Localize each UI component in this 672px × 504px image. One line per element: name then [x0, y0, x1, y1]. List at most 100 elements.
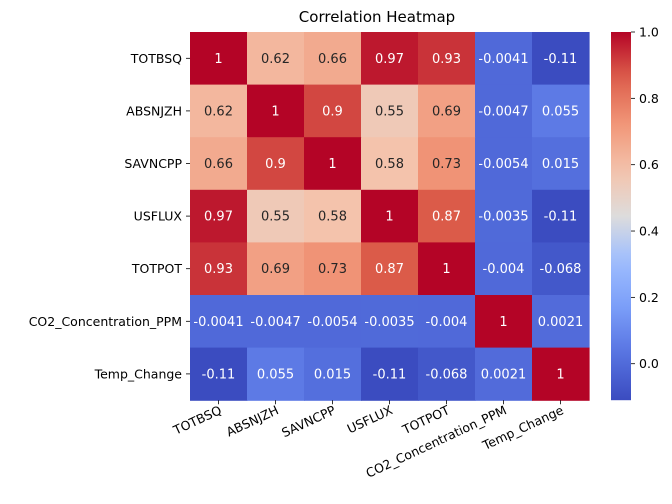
heatmap-cell: [532, 84, 590, 138]
heatmap-cell-label: 1: [385, 210, 393, 225]
chart-title: Correlation Heatmap: [299, 8, 455, 26]
heatmap-cell-label: -0.0035: [364, 315, 414, 330]
heatmap-cell-label: 0.97: [375, 52, 404, 67]
heatmap-cell-label: 0.93: [204, 262, 233, 277]
heatmap-cell-label: 0.58: [375, 157, 404, 172]
column-tick-label: USFLUX: [345, 402, 396, 436]
row-tick-label: Temp_Change: [94, 366, 183, 381]
row-tick-labels: TOTBSQ ABSNJZH SAVNCPP USFLUX TOTPOT CO2_Conc…: [29, 51, 190, 381]
heatmap-cell: [475, 84, 533, 138]
heatmap-cell: [247, 137, 305, 191]
heatmap-cell: [304, 295, 362, 349]
heatmap-cell: [361, 242, 419, 296]
heatmap-cell: [247, 295, 305, 349]
heatmap-cell-label: 0.66: [204, 157, 233, 172]
colorbar-tick-label: 0.2: [639, 290, 659, 305]
heatmap-cell-label: 0.87: [432, 210, 461, 225]
heatmap-cell: [418, 242, 476, 296]
column-tick-label: TOTBSQ: [170, 402, 224, 438]
heatmap-cell-label: -0.11: [373, 367, 407, 382]
heatmap-cell-label: -0.0041: [478, 52, 528, 67]
heatmap-cell-label: 1: [328, 157, 336, 172]
heatmap-cell: [190, 347, 248, 401]
heatmap-cell: [361, 295, 419, 349]
heatmap-cell-label: 0.69: [432, 104, 461, 119]
heatmap-cell-label: 1: [499, 315, 507, 330]
heatmap-cell: [361, 347, 419, 401]
colorbar: 0.0 0.2 0.4 0.6 0.8 1.0: [611, 25, 659, 401]
heatmap-cell: [190, 189, 248, 243]
column-tick-label: ABSNJZH: [224, 402, 281, 439]
heatmap-cell-label: -0.11: [202, 367, 236, 382]
heatmap-cell: [190, 84, 248, 138]
heatmap-cell: [190, 32, 248, 86]
heatmap-cell-label: 1: [442, 262, 450, 277]
heatmap-cell-label: 0.055: [542, 104, 579, 119]
heatmap-cell: [361, 84, 419, 138]
colorbar-tick-label: 1.0: [639, 25, 659, 40]
heatmap-cell: [304, 347, 362, 401]
heatmap-cell-label: -0.0047: [478, 104, 528, 119]
heatmap-cell-label: 0.87: [375, 262, 404, 277]
row-tick-label: TOTBSQ: [130, 51, 182, 66]
heatmap-cell: [304, 84, 362, 138]
heatmap-cell-label: 0.73: [318, 262, 347, 277]
heatmap-cell: [247, 347, 305, 401]
heatmap-cell: [247, 84, 305, 138]
heatmap-cell-label: 1: [214, 52, 222, 67]
heatmap-cell: [475, 295, 533, 349]
heatmap-cell-label: -0.068: [426, 367, 468, 382]
heatmap-cell: [475, 189, 533, 243]
column-tick-label: SAVNCPP: [279, 402, 338, 440]
heatmap-cell-label: 1: [556, 367, 564, 382]
heatmap-cell-label: 0.055: [257, 367, 294, 382]
heatmap-cell: [418, 295, 476, 349]
colorbar-tick-label: 0.6: [639, 157, 659, 172]
heatmap-cell: [361, 137, 419, 191]
heatmap-cell-label: -0.0054: [478, 157, 528, 172]
heatmap-cell: [190, 295, 248, 349]
heatmap-cell: [418, 347, 476, 401]
heatmap-cell: [247, 32, 305, 86]
heatmap-cell: [247, 189, 305, 243]
heatmap-cell-label: 1: [271, 104, 279, 119]
heatmap-cell-label: 0.55: [261, 210, 290, 225]
heatmap-cell-label: 0.66: [318, 52, 347, 67]
heatmap-cell-label: 0.58: [318, 210, 347, 225]
heatmap-cell-label: 0.62: [261, 52, 290, 67]
row-tick-label: ABSNJZH: [126, 103, 182, 118]
heatmap-cell: [361, 189, 419, 243]
colorbar-gradient: [611, 32, 631, 401]
heatmap-cell: [361, 32, 419, 86]
heatmap-cell: [418, 32, 476, 86]
row-tick-label: TOTPOT: [131, 261, 182, 276]
heatmap-cell-label: 0.015: [314, 367, 351, 382]
heatmap-cell: [532, 347, 590, 401]
heatmap-cell: [247, 242, 305, 296]
heatmap-cell-label: -0.0054: [307, 315, 357, 330]
heatmap-cell: [304, 242, 362, 296]
heatmap-cell: [475, 32, 533, 86]
heatmap-cell: [304, 32, 362, 86]
heatmap-cell: [532, 295, 590, 349]
heatmap-cell: [532, 137, 590, 191]
heatmap-cell-label: 0.9: [322, 104, 343, 119]
heatmap-cell-label: -0.004: [483, 262, 525, 277]
heatmap-cell: [532, 242, 590, 296]
row-tick-label: USFLUX: [134, 209, 183, 224]
heatmap-cell-label: 0.0021: [481, 367, 527, 382]
colorbar-tick-label: 0.4: [639, 224, 659, 239]
colorbar-tick-label: 0.8: [639, 91, 659, 106]
row-tick-label: SAVNCPP: [124, 156, 182, 171]
heatmap-cell-label: -0.11: [544, 52, 578, 67]
heatmap-cell: [418, 84, 476, 138]
heatmap-cell: [532, 189, 590, 243]
heatmap-cell-label: -0.068: [540, 262, 582, 277]
heatmap-cell-label: 0.93: [432, 52, 461, 67]
heatmap-cell-label: 0.97: [204, 210, 233, 225]
heatmap-cell-label: 0.0021: [538, 315, 584, 330]
heatmap-cell-label: -0.11: [544, 210, 578, 225]
heatmap-cell: [532, 32, 590, 86]
